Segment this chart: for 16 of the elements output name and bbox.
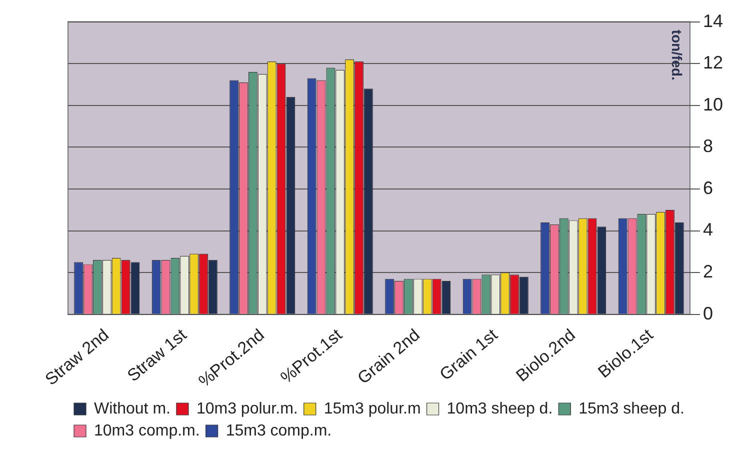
y-axis-title: ton/fed. [669,30,686,80]
legend-label: 10m3 sheep d. [446,400,553,418]
y-tick-label: 8 [702,136,713,156]
legend-label: 15m3 comp.m. [226,422,332,440]
legend-label: 15m3 polur.m [324,400,421,418]
y-tick-label: 2 [702,262,713,282]
y-tick-label: 10 [702,94,724,114]
y-tick-label: 0 [702,303,713,324]
y-tick-label: 12 [702,52,724,73]
legend-label: Without m. [94,400,170,418]
legend-label: 10m3 polur.m. [196,400,298,418]
y-tick-label: 4 [702,220,713,240]
y-tick-label: 14 [702,10,724,31]
legend-label: 15m3 sheep d. [578,400,684,418]
y-tick-label: 6 [702,178,713,198]
legend-label: 10m3 comp.m. [94,422,200,440]
